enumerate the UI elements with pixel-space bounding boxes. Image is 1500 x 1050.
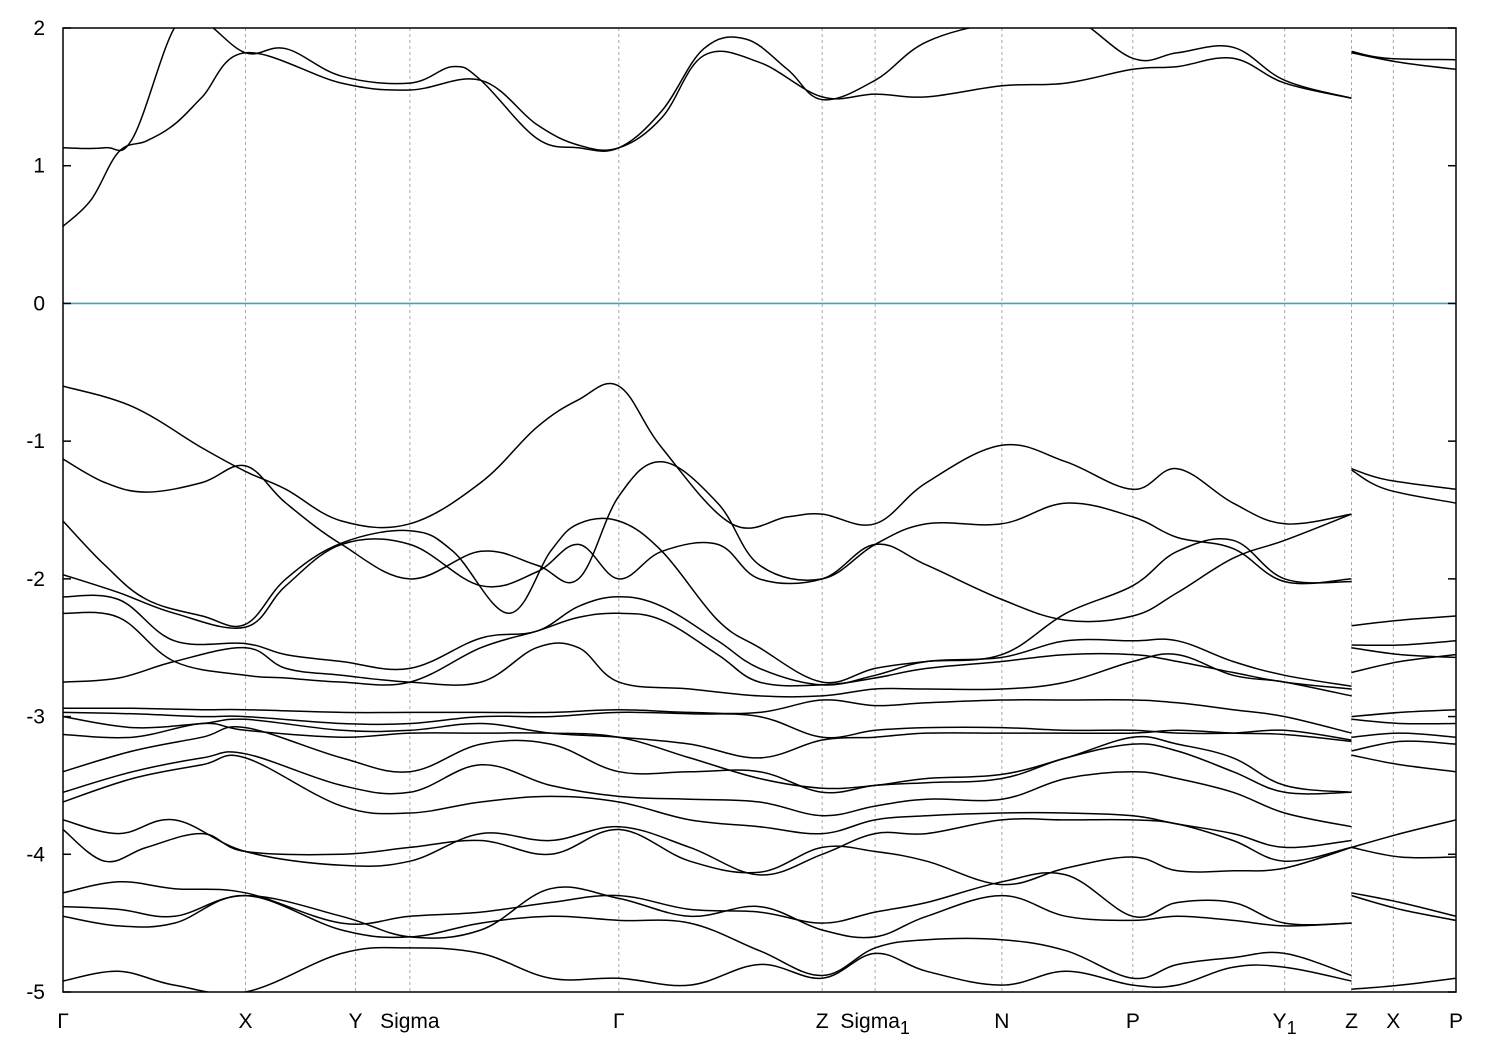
band-line-29 bbox=[1351, 646, 1456, 659]
band-line-37 bbox=[1351, 892, 1456, 918]
band-line-1 bbox=[63, 28, 1352, 152]
band-line-15 bbox=[63, 726, 1352, 795]
band-line-31 bbox=[1351, 718, 1456, 725]
x-tick-label: P bbox=[1126, 1010, 1140, 1033]
band-line-0 bbox=[63, 50, 1352, 227]
x-tick-label: X bbox=[1386, 1010, 1400, 1033]
band-line-20 bbox=[63, 871, 1352, 926]
band-line-25 bbox=[1351, 469, 1456, 504]
band-line-22 bbox=[63, 894, 1352, 980]
y-tick-label: -2 bbox=[26, 568, 45, 591]
band-line-35 bbox=[1351, 819, 1456, 849]
band-line-17 bbox=[63, 754, 1352, 849]
x-tick-label: Y bbox=[349, 1010, 363, 1033]
x-tick-label-subscript: 1 bbox=[1287, 1018, 1297, 1038]
y-tick-label: 0 bbox=[33, 292, 45, 315]
band-line-21 bbox=[63, 886, 1352, 939]
kpoint-grid-lines bbox=[244, 28, 1394, 992]
band-line-39 bbox=[1351, 977, 1456, 990]
y-tick-label: -3 bbox=[26, 706, 45, 729]
y-tick-label: -1 bbox=[26, 430, 45, 453]
band-line-4 bbox=[63, 382, 1352, 529]
band-line-8 bbox=[63, 594, 1352, 688]
band-line-3 bbox=[1351, 52, 1456, 71]
band-line-30 bbox=[1351, 708, 1456, 718]
x-tick-label: Sigma bbox=[380, 1010, 440, 1033]
band-line-32 bbox=[1351, 732, 1456, 738]
x-tick-label: Γ bbox=[57, 1010, 69, 1033]
band-line-11 bbox=[63, 699, 1352, 734]
x-tick-label: X bbox=[238, 1010, 252, 1033]
band-line-38 bbox=[1351, 894, 1456, 922]
y-axis-ticks: 2 1 0 -1 -2 -3 -4 -5 bbox=[26, 17, 1456, 1004]
band-line-24 bbox=[1351, 467, 1456, 491]
band-line-26 bbox=[1351, 615, 1456, 627]
y-tick-label: 1 bbox=[33, 155, 45, 178]
x-tick-label: Y1 bbox=[1273, 1010, 1297, 1038]
y-tick-label: -5 bbox=[26, 981, 45, 1004]
band-line-33 bbox=[1351, 740, 1456, 752]
band-line-27 bbox=[1351, 640, 1456, 647]
band-line-16 bbox=[63, 751, 1352, 828]
band-line-13 bbox=[63, 715, 1352, 759]
band-line-23 bbox=[63, 946, 1352, 992]
x-tick-label: Z bbox=[816, 1010, 829, 1033]
x-tick-label: P bbox=[1449, 1010, 1463, 1033]
band-line-7 bbox=[63, 513, 1352, 629]
band-line-19 bbox=[63, 828, 1352, 886]
band-line-10 bbox=[63, 642, 1352, 698]
band-line-14 bbox=[63, 722, 1352, 794]
y-tick-label: 2 bbox=[33, 17, 45, 40]
band-line-28 bbox=[1351, 653, 1456, 674]
band-lines bbox=[63, 28, 1456, 992]
x-tick-label: N bbox=[994, 1010, 1009, 1033]
y-tick-label: -4 bbox=[26, 843, 45, 866]
band-line-2 bbox=[1351, 50, 1456, 61]
band-line-6 bbox=[63, 517, 1352, 684]
band-line-5 bbox=[63, 458, 1352, 585]
plot-frame bbox=[62, 27, 1457, 993]
x-tick-label: Z bbox=[1345, 1010, 1358, 1033]
x-axis-ticks: Γ X Y Sigma Γ Z Sigma1 N P Y1 Z X P bbox=[57, 1010, 1463, 1038]
band-line-9 bbox=[63, 611, 1352, 690]
band-line-12 bbox=[63, 711, 1352, 741]
x-tick-label: Γ bbox=[613, 1010, 625, 1033]
band-line-36 bbox=[1351, 846, 1456, 859]
x-tick-label: Sigma1 bbox=[840, 1010, 910, 1038]
x-tick-label-subscript: 1 bbox=[900, 1018, 910, 1038]
band-line-34 bbox=[1351, 754, 1456, 773]
